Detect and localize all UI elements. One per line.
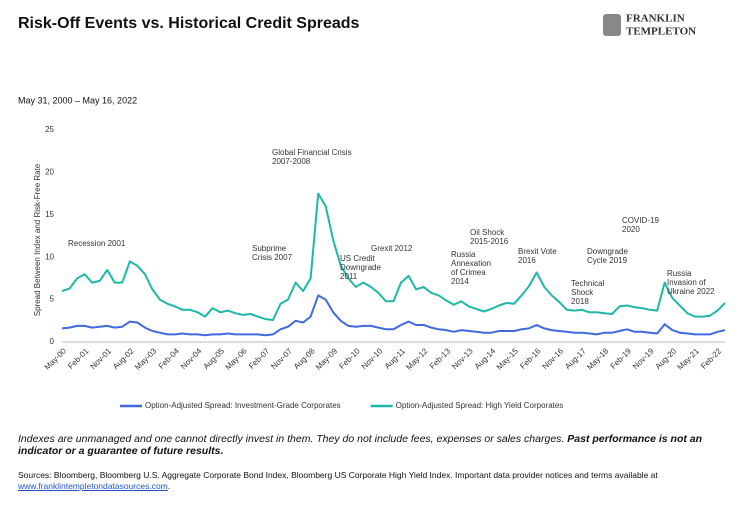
x-tick-label: Feb-01 [66, 346, 91, 371]
x-tick-label: May-21 [676, 346, 702, 372]
annotation: 2007-2008 [272, 157, 311, 166]
y-tick-label: 20 [45, 168, 54, 177]
annotation: Downgrade [587, 247, 628, 256]
x-tick-label: Nov-04 [179, 346, 204, 371]
logo-icon [603, 14, 621, 36]
annotation: Invasion of [667, 278, 706, 287]
y-tick-label: 5 [50, 295, 55, 304]
annotation: Ukraine 2022 [667, 287, 715, 296]
sources-text: Sources: Bloomberg, Bloomberg U.S. Aggre… [18, 470, 658, 480]
x-tick-label: Nov-16 [541, 346, 566, 371]
y-tick-label: 0 [50, 337, 55, 346]
logo-text: FRANKLIN [626, 13, 685, 25]
y-tick-label: 10 [45, 252, 54, 261]
x-tick-label: Nov-10 [360, 346, 385, 371]
annotation: Cycle 2019 [587, 256, 628, 265]
annotation: Russia [451, 250, 476, 259]
x-tick-label: May-15 [495, 346, 521, 372]
disclaimer-text: Indexes are unmanaged and one cannot dir… [18, 433, 565, 445]
x-tick-label: Nov-01 [89, 346, 114, 371]
annotation: 2015-2016 [470, 237, 509, 246]
x-tick-label: Aug-14 [473, 346, 498, 371]
y-tick-label: 25 [45, 125, 54, 134]
annotation: Global Financial Crisis [272, 148, 352, 157]
x-tick-label: May-03 [133, 346, 159, 372]
x-tick-label: Aug-02 [111, 346, 136, 371]
annotation: Annexation [451, 259, 491, 268]
annotation: Crisis 2007 [252, 253, 293, 262]
subtitle: May 31, 2000 – May 16, 2022 [18, 95, 137, 105]
annotation: 2011 [340, 272, 358, 281]
x-tick-label: May-18 [585, 346, 611, 372]
annotation: Subprime [252, 244, 287, 253]
x-tick-label: Aug-17 [563, 346, 588, 371]
x-tick-label: May-00 [43, 346, 69, 372]
x-tick-label: Feb-16 [518, 346, 543, 371]
x-tick-label: May-09 [314, 346, 340, 372]
x-tick-label: Feb-07 [247, 346, 272, 371]
x-tick-label: Feb-22 [699, 346, 724, 371]
annotation: Oil Shock [470, 228, 505, 237]
x-tick-label: Feb-13 [428, 346, 453, 371]
x-tick-label: Nov-07 [269, 346, 294, 371]
annotation: Russia [667, 269, 692, 278]
legend-label: Option-Adjusted Spread: Investment-Grade… [145, 401, 341, 410]
annotation: US Credit [340, 254, 375, 263]
sources-link[interactable]: www.franklintempletondatasources.com [18, 481, 168, 491]
annotation: Downgrade [340, 263, 381, 272]
x-tick-label: Feb-04 [157, 346, 182, 371]
annotation: Technical [571, 279, 605, 288]
series-line [61, 192, 726, 321]
x-tick-label: Aug-05 [202, 346, 227, 371]
y-tick-label: 15 [45, 210, 54, 219]
annotation: 2014 [451, 277, 469, 286]
x-tick-label: Nov-19 [631, 346, 656, 371]
x-tick-label: Feb-19 [609, 346, 634, 371]
x-tick-label: Feb-10 [337, 346, 362, 371]
annotation: Shock [571, 288, 594, 297]
annotation: Recession 2001 [68, 239, 126, 248]
annotation: Grexit 2012 [371, 244, 413, 253]
x-tick-label: Aug-11 [383, 346, 408, 371]
sources-end: . [167, 481, 171, 491]
logo: FRANKLIN TEMPLETON [603, 13, 696, 38]
chart: Risk-Off Events vs. Historical Credit Sp… [18, 13, 726, 410]
x-tick-label: Nov-13 [450, 346, 475, 371]
disclaimer: Indexes are unmanaged and one cannot dir… [18, 433, 733, 457]
annotation: 2018 [571, 297, 589, 306]
legend-label: Option-Adjusted Spread: High Yield Corpo… [396, 401, 564, 410]
series-line [61, 294, 726, 337]
annotation: COVID-19 [622, 216, 659, 225]
annotation: 2016 [518, 256, 536, 265]
y-axis-label: Spread Between Index and Risk-Free Rate [33, 163, 42, 316]
x-tick-label: May-06 [223, 346, 249, 372]
annotation: of Crimea [451, 268, 486, 277]
annotation: 2020 [622, 225, 640, 234]
x-tick-label: May-12 [404, 346, 430, 372]
annotation: Brexit Vote [518, 247, 557, 256]
logo-text: TEMPLETON [626, 26, 696, 38]
title: Risk-Off Events vs. Historical Credit Sp… [18, 15, 360, 32]
x-tick-label: Aug-08 [292, 346, 317, 371]
disclaimer-bold: Past performance is not an indicator or … [18, 433, 703, 457]
x-tick-label: Aug-20 [654, 346, 679, 371]
sources: Sources: Bloomberg, Bloomberg U.S. Aggre… [18, 470, 733, 492]
